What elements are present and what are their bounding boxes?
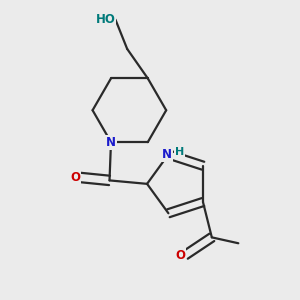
Text: HO: HO: [95, 13, 116, 26]
Text: N: N: [106, 136, 116, 148]
Text: O: O: [175, 248, 185, 262]
Text: N: N: [162, 148, 172, 161]
Text: O: O: [70, 171, 80, 184]
Text: H: H: [175, 146, 184, 157]
